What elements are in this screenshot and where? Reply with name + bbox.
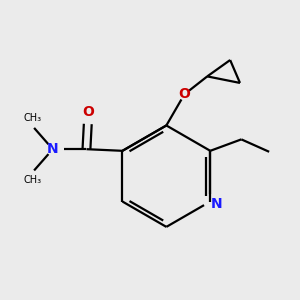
- Text: CH₃: CH₃: [23, 176, 41, 185]
- Text: CH₃: CH₃: [23, 113, 41, 123]
- Text: N: N: [210, 197, 222, 211]
- Text: N: N: [47, 142, 58, 156]
- Text: O: O: [178, 87, 190, 101]
- Text: O: O: [82, 105, 94, 119]
